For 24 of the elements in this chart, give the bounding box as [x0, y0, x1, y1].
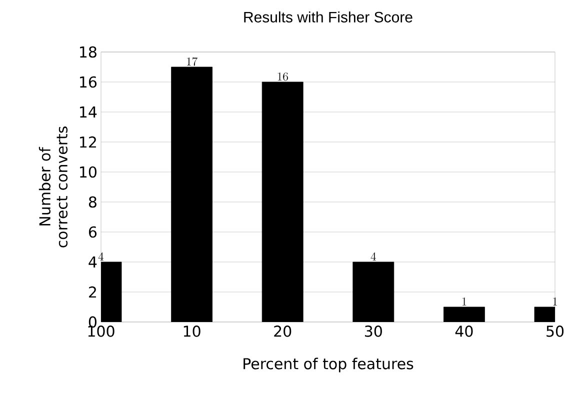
- data-label: 4: [370, 252, 376, 260]
- y-tick-label: 4: [88, 256, 97, 268]
- data-label: 16: [278, 72, 288, 81]
- y-tick-label: 14: [80, 106, 97, 118]
- y-tick-label: 12: [80, 136, 96, 148]
- x-axis-title: Percent of top features: [244, 358, 414, 372]
- x-tick-label: 30: [365, 326, 382, 337]
- data-label: 4: [98, 252, 104, 260]
- x-tick-label: 20: [274, 326, 292, 337]
- data-label: 1: [553, 297, 557, 306]
- y-tick-label: 8: [88, 196, 96, 208]
- y-tick-label: 10: [80, 166, 96, 178]
- y-tick-label: 2: [89, 286, 96, 298]
- data-label: 17: [187, 57, 198, 66]
- chart-title: Results with Fisher Score: [244, 11, 412, 22]
- y-tick-label: 6: [88, 226, 97, 238]
- y-tick-label: 16: [80, 76, 97, 88]
- data-label: 1: [462, 297, 466, 306]
- y-axis-title: Number of correct converts: [38, 126, 68, 248]
- x-tick-label: 100: [88, 326, 114, 337]
- x-tick-label: 10: [184, 326, 200, 337]
- x-tick-label: 50: [546, 326, 564, 337]
- y-tick-label: 18: [80, 46, 96, 58]
- x-tick-label: 40: [455, 326, 473, 337]
